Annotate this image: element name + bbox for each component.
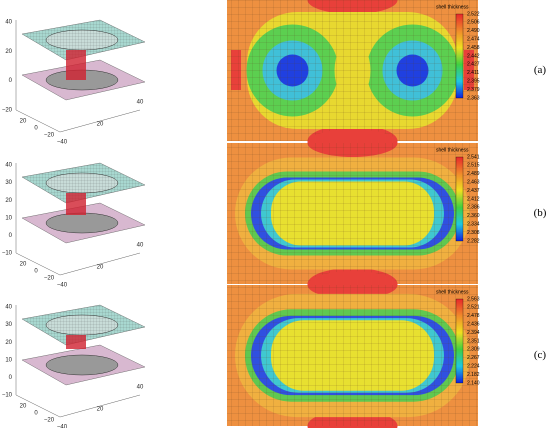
x-tick: −40 (57, 140, 68, 146)
top-mesh (22, 163, 145, 203)
cavity (45, 354, 119, 376)
z-tick: 40 (5, 305, 12, 311)
colorbar-tick: 2.522 (467, 11, 480, 17)
y-tick: 20 (97, 265, 104, 271)
z-tick: 30 (5, 322, 12, 328)
panel-label: (a) (534, 64, 547, 76)
colorbar-tick: 2.224 (467, 364, 480, 370)
colorbar-tick: 2.489 (467, 171, 480, 177)
colorbar-tick: 2.394 (467, 330, 480, 336)
y-tick: 20 (97, 122, 104, 128)
panel-label: (b) (534, 207, 547, 219)
z-tick: 40 (5, 20, 12, 26)
z-tick: 20 (5, 49, 12, 55)
z-tick: 20 (5, 198, 12, 204)
z-tick: 10 (5, 215, 12, 221)
x-tick: 0 (34, 269, 38, 275)
colorbar (455, 13, 464, 99)
colorbar-tick: 2.436 (467, 322, 480, 328)
colorbar-tick: 2.282 (467, 238, 480, 244)
x-tick: 20 (20, 119, 27, 125)
y-tick: 40 (137, 100, 144, 106)
colorbar-title: shell thickness (436, 4, 469, 10)
colorbar-tick: 2.458 (467, 45, 480, 51)
z-tick: 0 (9, 375, 13, 381)
colorbar-tick: 2.427 (467, 62, 480, 68)
colorbar-tick: 2.474 (467, 37, 480, 43)
x-tick: 0 (34, 411, 38, 417)
top-mesh (22, 305, 145, 345)
z-tick: −10 (2, 251, 13, 257)
colorbar (455, 298, 464, 384)
cavity (45, 212, 119, 234)
plot-3d: 40 30 20 10 0 −10 −40−20 0 20 20 40 (2, 305, 146, 428)
colorbar-tick: 2.379 (467, 87, 480, 93)
z-tick: 0 (9, 78, 13, 84)
colorbar-tick: 2.334 (467, 222, 480, 228)
mesh (227, 143, 478, 284)
colorbar-tick: 2.541 (467, 154, 480, 160)
y-tick: 40 (137, 385, 144, 391)
mesh (227, 285, 478, 426)
colorbar-tick: 2.506 (467, 20, 480, 26)
axis-box (15, 305, 141, 418)
z-tick: 40 (5, 163, 12, 169)
x-tick: −40 (57, 283, 68, 289)
colorbar-tick: 2.351 (467, 338, 480, 344)
colorbar-tick: 2.360 (467, 213, 480, 219)
colorbar-tick: 2.515 (467, 163, 480, 169)
x-tick: −20 (44, 418, 55, 424)
z-tick: 0 (9, 233, 13, 239)
top-mesh (22, 20, 145, 60)
colorbar-tick: 2.411 (467, 70, 479, 76)
x-tick: 20 (20, 262, 27, 268)
axis-box (15, 163, 141, 276)
colorbar-tick: 2.182 (467, 372, 480, 378)
colorbar-tick: 2.386 (467, 205, 480, 211)
colorbar-tick: 2.140 (467, 380, 480, 386)
panel-label: (c) (534, 349, 547, 361)
blank (66, 193, 86, 215)
mesh (227, 0, 478, 141)
colorbar-tick: 2.463 (467, 180, 480, 186)
colorbar-tick: 2.437 (467, 188, 480, 194)
colorbar-tick: 2.490 (467, 28, 480, 34)
blank (66, 335, 86, 349)
x-tick: −20 (44, 276, 55, 282)
colorbar (455, 156, 464, 242)
z-tick: −20 (2, 108, 13, 114)
colorbar-title: shell thickness (436, 147, 469, 153)
z-tick: 20 (5, 340, 12, 346)
colorbar-tick: 2.521 (467, 305, 480, 311)
colorbar-tick: 2.363 (467, 95, 480, 101)
plot-3d: 40 30 20 10 0 −10 −40−20 0 20 20 40 (2, 163, 146, 289)
colorbar-title: shell thickness (436, 289, 469, 295)
colorbar-tick: 2.442 (467, 53, 480, 59)
z-tick: −10 (2, 393, 13, 399)
colorbar-tick: 2.395 (467, 79, 480, 85)
y-tick: 40 (137, 243, 144, 249)
colorbar-tick: 2.267 (467, 355, 480, 361)
colorbar-tick: 2.563 (467, 296, 480, 302)
y-tick: 20 (97, 407, 104, 413)
x-tick: −20 (44, 133, 55, 139)
x-tick: 0 (34, 126, 38, 132)
z-tick: 30 (5, 180, 12, 186)
colorbar-tick: 2.412 (467, 196, 480, 202)
colorbar-tick: 2.478 (467, 313, 480, 319)
x-tick: 20 (20, 404, 27, 410)
contour-map (227, 129, 478, 300)
z-tick: 10 (5, 357, 12, 363)
colorbar-tick: 2.309 (467, 347, 480, 353)
x-tick: −40 (57, 425, 68, 428)
colorbar-tick: 2.308 (467, 230, 480, 236)
axis-box (15, 20, 141, 133)
contour-map (227, 271, 478, 428)
blank (66, 50, 86, 80)
